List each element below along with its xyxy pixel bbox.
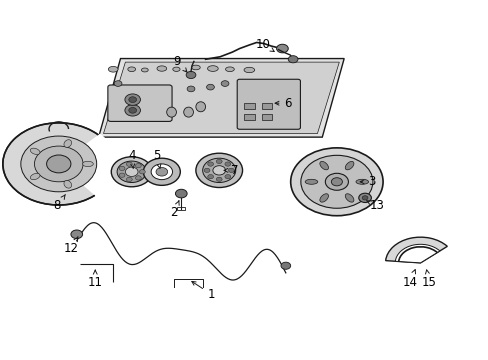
Text: 14: 14 — [402, 270, 416, 289]
Text: 6: 6 — [275, 97, 291, 110]
Text: 5: 5 — [153, 149, 161, 168]
Circle shape — [71, 230, 82, 239]
Ellipse shape — [127, 67, 135, 72]
Circle shape — [221, 81, 228, 86]
Ellipse shape — [183, 107, 193, 117]
Circle shape — [331, 178, 342, 186]
Text: 2: 2 — [170, 201, 179, 219]
Bar — [261, 113, 272, 120]
Circle shape — [203, 168, 209, 172]
Circle shape — [207, 162, 213, 166]
Bar — [177, 207, 185, 210]
Circle shape — [46, 155, 71, 173]
Circle shape — [119, 166, 125, 171]
Circle shape — [3, 123, 115, 205]
Circle shape — [21, 136, 97, 192]
Circle shape — [151, 164, 172, 180]
Ellipse shape — [141, 68, 148, 72]
Circle shape — [139, 170, 145, 174]
Circle shape — [128, 108, 136, 113]
Circle shape — [224, 162, 230, 166]
Ellipse shape — [172, 67, 180, 71]
Circle shape — [135, 176, 141, 180]
Text: 9: 9 — [173, 55, 186, 72]
Circle shape — [362, 196, 367, 200]
Circle shape — [358, 193, 371, 203]
Circle shape — [124, 94, 140, 105]
Circle shape — [216, 177, 222, 181]
Wedge shape — [385, 237, 447, 263]
Bar — [244, 113, 255, 120]
Circle shape — [175, 189, 187, 198]
Circle shape — [212, 166, 225, 175]
Circle shape — [325, 173, 348, 190]
Circle shape — [216, 159, 222, 163]
Circle shape — [119, 173, 125, 177]
Circle shape — [187, 86, 195, 92]
Ellipse shape — [244, 67, 254, 73]
Circle shape — [290, 148, 382, 216]
Ellipse shape — [225, 67, 234, 72]
Circle shape — [126, 177, 132, 181]
Circle shape — [34, 146, 83, 182]
Text: 12: 12 — [63, 237, 78, 255]
Circle shape — [300, 155, 372, 208]
Circle shape — [143, 158, 180, 185]
Ellipse shape — [166, 107, 176, 117]
Ellipse shape — [30, 174, 40, 180]
Text: 11: 11 — [87, 270, 102, 289]
Ellipse shape — [305, 179, 317, 184]
Polygon shape — [99, 59, 344, 137]
Ellipse shape — [319, 161, 328, 170]
Bar — [261, 103, 272, 109]
Text: 1: 1 — [191, 282, 215, 301]
Circle shape — [135, 163, 141, 168]
Ellipse shape — [196, 102, 205, 112]
Ellipse shape — [191, 65, 200, 70]
FancyBboxPatch shape — [108, 85, 172, 121]
Circle shape — [156, 167, 167, 176]
Text: 15: 15 — [421, 270, 436, 289]
Circle shape — [186, 71, 196, 78]
Circle shape — [202, 158, 235, 183]
Ellipse shape — [355, 179, 368, 184]
Circle shape — [117, 161, 146, 183]
Text: 10: 10 — [255, 38, 274, 51]
Circle shape — [124, 105, 140, 116]
Wedge shape — [59, 134, 117, 197]
Ellipse shape — [319, 194, 328, 202]
Circle shape — [196, 153, 242, 188]
Circle shape — [224, 175, 230, 179]
Text: 8: 8 — [54, 194, 65, 212]
Text: 7: 7 — [224, 164, 238, 177]
Circle shape — [207, 175, 213, 179]
Ellipse shape — [207, 66, 218, 71]
Ellipse shape — [82, 161, 93, 167]
Circle shape — [128, 97, 136, 103]
FancyBboxPatch shape — [237, 79, 300, 129]
Circle shape — [126, 162, 132, 166]
Ellipse shape — [30, 148, 40, 154]
Ellipse shape — [64, 140, 71, 147]
Wedge shape — [394, 244, 439, 263]
Circle shape — [114, 81, 122, 86]
Circle shape — [276, 44, 287, 53]
Ellipse shape — [64, 180, 71, 188]
Circle shape — [287, 56, 297, 63]
Ellipse shape — [108, 66, 118, 72]
Bar — [244, 103, 255, 109]
Circle shape — [111, 157, 152, 187]
Text: 3: 3 — [360, 175, 375, 188]
Circle shape — [281, 262, 290, 269]
Circle shape — [125, 167, 138, 176]
Ellipse shape — [345, 194, 353, 202]
Text: 13: 13 — [366, 199, 384, 212]
Ellipse shape — [157, 66, 166, 71]
Circle shape — [228, 168, 234, 172]
Text: 4: 4 — [128, 149, 135, 168]
Ellipse shape — [345, 161, 353, 170]
Circle shape — [206, 84, 214, 90]
Polygon shape — [103, 62, 339, 134]
